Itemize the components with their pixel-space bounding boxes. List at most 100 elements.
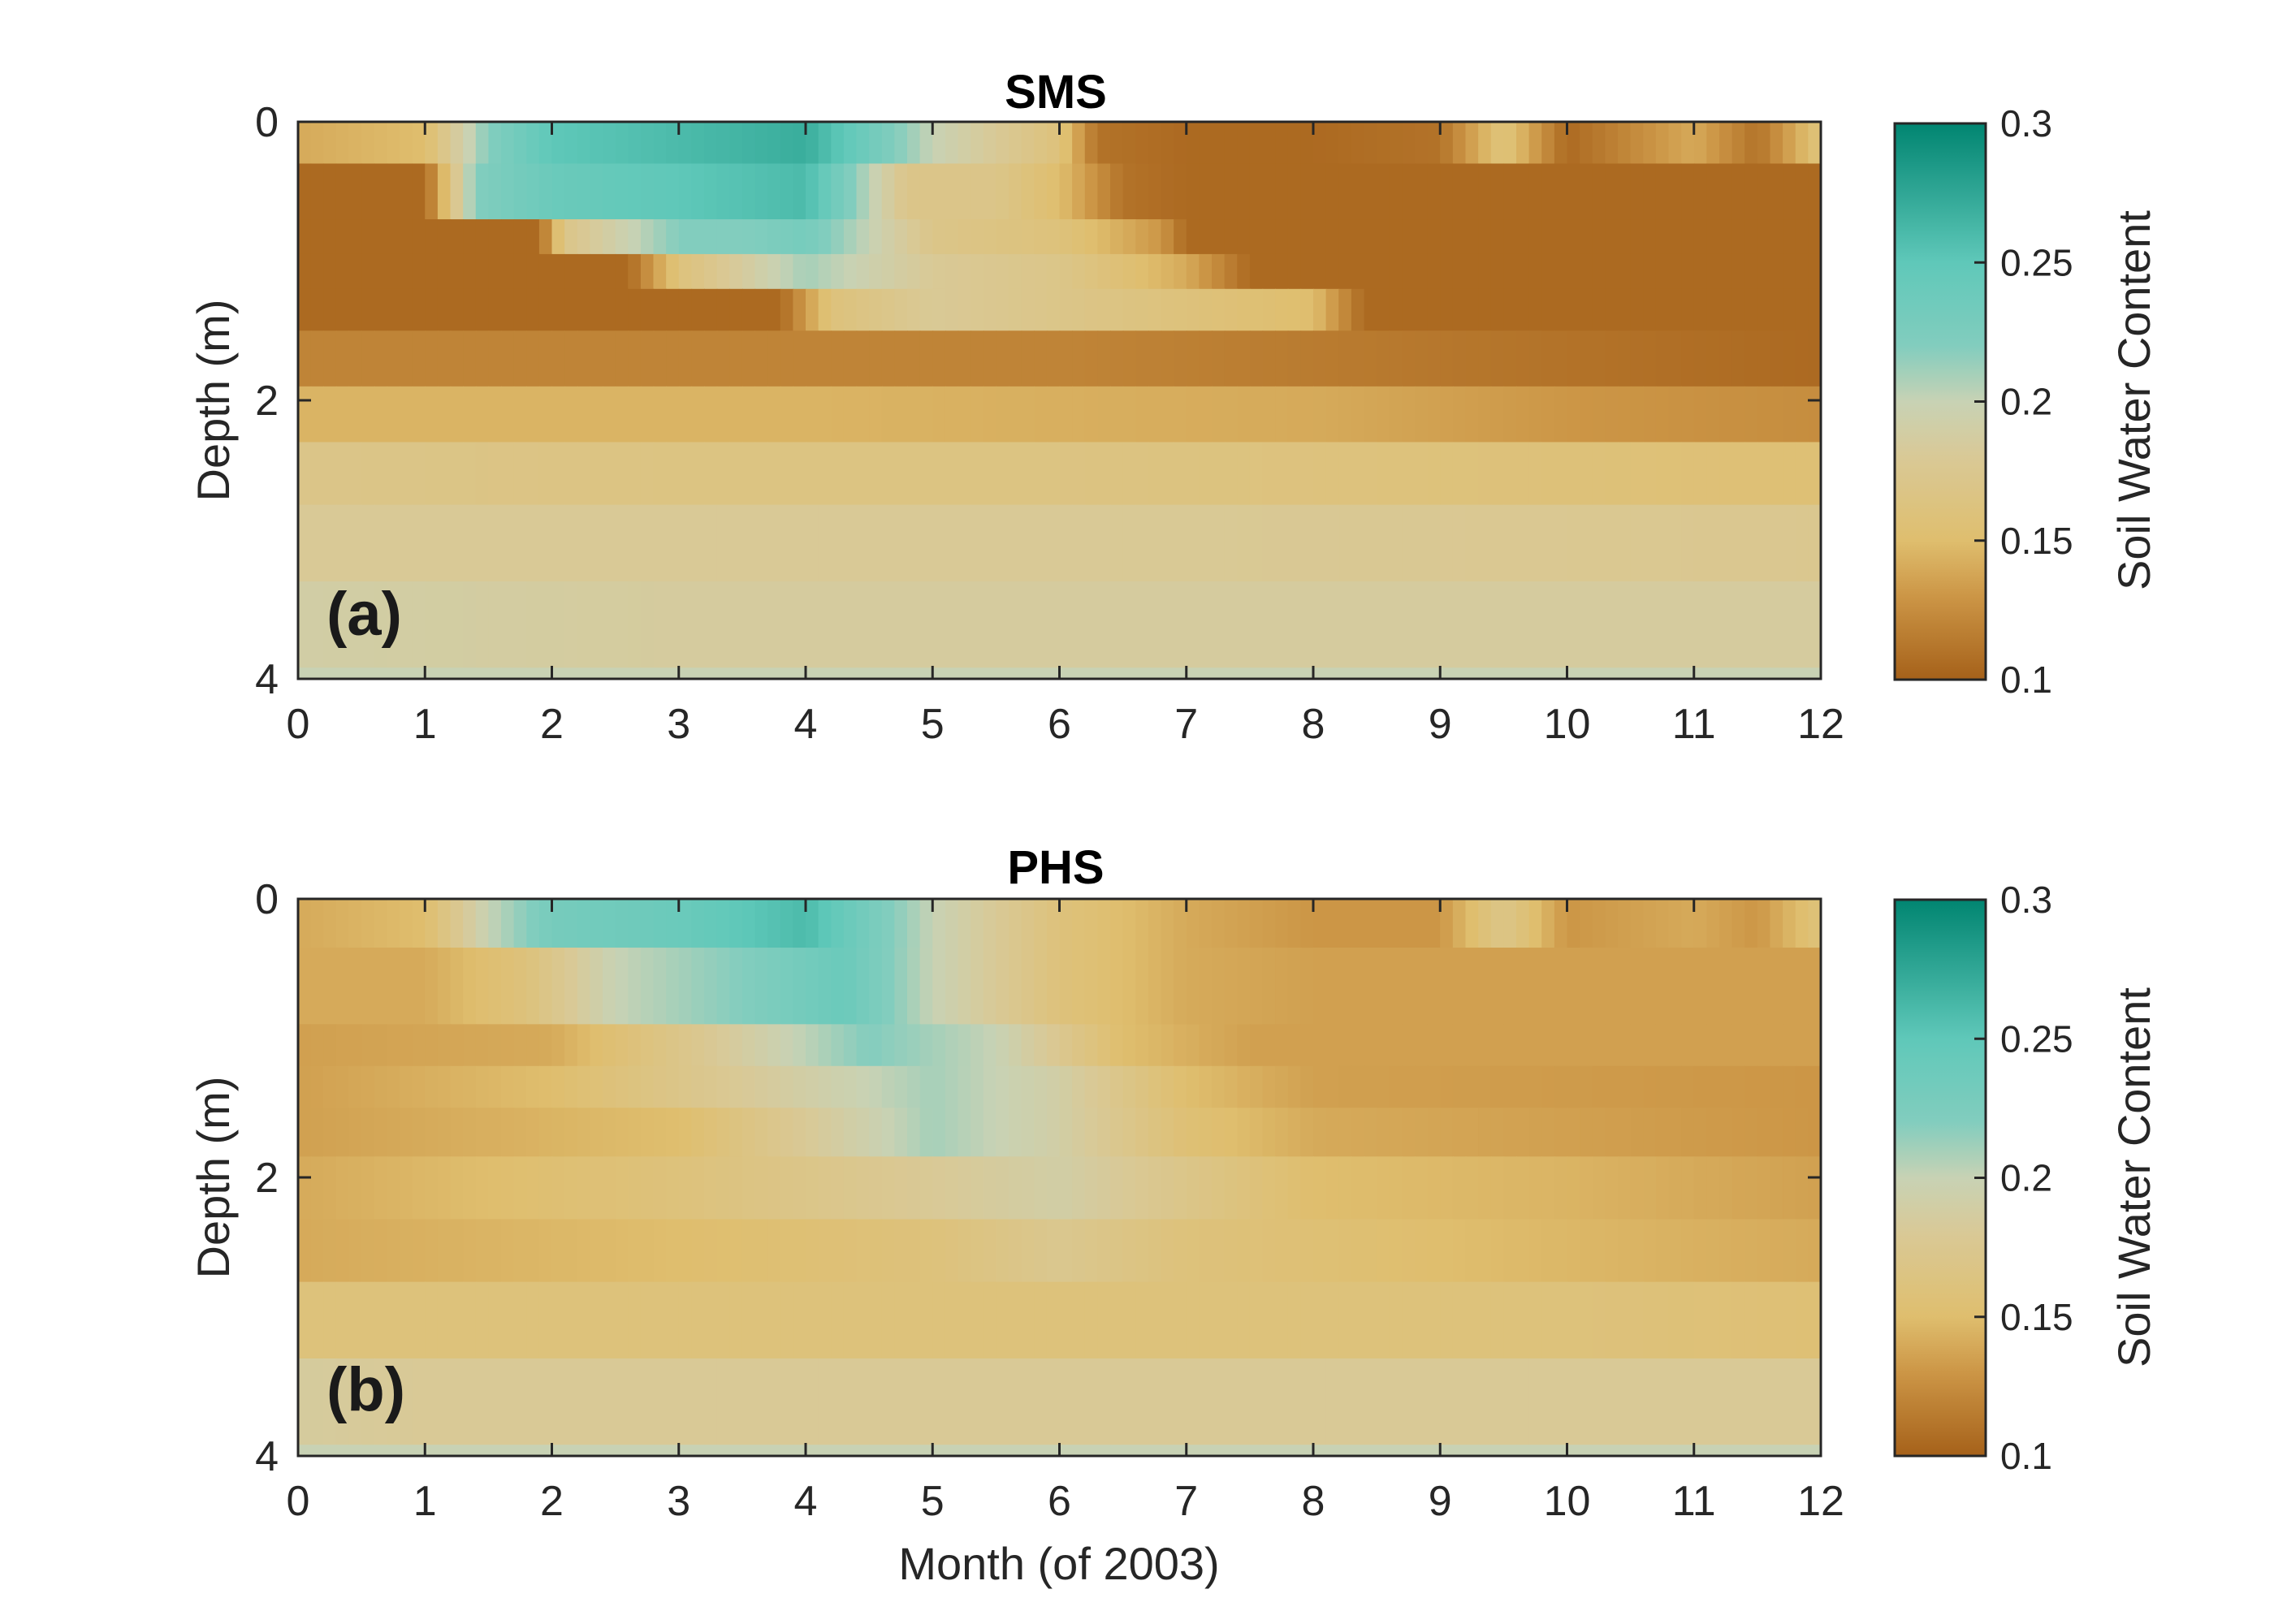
heatmap-cell bbox=[932, 1281, 946, 1359]
heatmap-cell bbox=[1630, 504, 1645, 582]
heatmap-cell bbox=[704, 219, 718, 255]
heatmap-cell bbox=[1110, 442, 1124, 506]
heatmap-cell bbox=[1440, 1219, 1454, 1283]
heatmap-cell bbox=[298, 386, 312, 443]
heatmap-cell bbox=[361, 122, 375, 165]
heatmap-cell bbox=[1478, 1358, 1492, 1446]
heatmap-cell bbox=[971, 667, 984, 680]
heatmap-cell bbox=[678, 442, 693, 506]
heatmap-cell bbox=[856, 948, 870, 1026]
heatmap-cell bbox=[1580, 1065, 1593, 1109]
heatmap-cell bbox=[526, 122, 540, 165]
heatmap-cell bbox=[691, 122, 705, 165]
heatmap-cell bbox=[1351, 1219, 1365, 1283]
heatmap-cell bbox=[1770, 288, 1783, 332]
heatmap-cell bbox=[1072, 253, 1086, 290]
heatmap-cell bbox=[1516, 504, 1530, 582]
heatmap-cell bbox=[881, 386, 896, 443]
heatmap-cell bbox=[475, 504, 490, 582]
heatmap-cell bbox=[1212, 1358, 1226, 1446]
heatmap-cell bbox=[716, 1108, 731, 1158]
heatmap-cell bbox=[1174, 122, 1187, 165]
heatmap-cell bbox=[374, 219, 388, 255]
heatmap-cell bbox=[806, 899, 819, 948]
heatmap-cell bbox=[1212, 581, 1226, 669]
heatmap-cell bbox=[881, 122, 896, 165]
heatmap-cell bbox=[1262, 504, 1276, 582]
heatmap-cell bbox=[1199, 1156, 1213, 1220]
x-tick-label: 5 bbox=[921, 701, 945, 748]
heatmap-cell bbox=[348, 288, 362, 332]
heatmap-cell bbox=[400, 330, 413, 387]
heatmap-cell bbox=[1072, 581, 1086, 669]
heatmap-cell bbox=[653, 1445, 667, 1457]
heatmap-cell bbox=[1377, 1065, 1390, 1109]
heatmap-cell bbox=[1351, 163, 1365, 220]
heatmap-cell bbox=[1275, 219, 1289, 255]
heatmap-cell bbox=[1528, 122, 1543, 165]
heatmap-cell bbox=[298, 1156, 312, 1220]
heatmap-cell bbox=[1757, 330, 1771, 387]
heatmap-cell bbox=[1287, 667, 1302, 680]
heatmap-cell bbox=[1770, 1156, 1783, 1220]
heatmap-cell bbox=[564, 1219, 578, 1283]
heatmap-cell bbox=[1402, 442, 1416, 506]
heatmap-cell bbox=[1744, 1024, 1758, 1067]
heatmap-cell bbox=[1440, 504, 1454, 582]
heatmap-cell bbox=[780, 667, 794, 680]
heatmap-cell bbox=[488, 1358, 502, 1446]
heatmap-cell bbox=[1059, 219, 1073, 255]
heatmap-cell bbox=[475, 1358, 490, 1446]
heatmap-cell bbox=[628, 1065, 642, 1109]
heatmap-cell bbox=[577, 1445, 591, 1457]
heatmap-cell bbox=[1478, 948, 1492, 1026]
heatmap-cell bbox=[1072, 667, 1086, 680]
heatmap-cell bbox=[806, 386, 819, 443]
heatmap-cell bbox=[932, 163, 946, 220]
heatmap-cell bbox=[1783, 1065, 1796, 1109]
heatmap-cell bbox=[1021, 948, 1035, 1026]
heatmap-cell bbox=[1084, 288, 1099, 332]
heatmap-cell bbox=[1402, 581, 1416, 669]
x-tick-label: 1 bbox=[413, 1478, 437, 1525]
heatmap-cell bbox=[335, 122, 350, 165]
heatmap-cell bbox=[1237, 122, 1251, 165]
heatmap-cell bbox=[1097, 330, 1111, 387]
heatmap-cell bbox=[1681, 1065, 1695, 1109]
heatmap-cell bbox=[932, 288, 946, 332]
heatmap-cell bbox=[1262, 1445, 1276, 1457]
heatmap-cell bbox=[1516, 122, 1530, 165]
heatmap-cell bbox=[1402, 948, 1416, 1026]
heatmap-cell bbox=[1693, 1024, 1708, 1067]
heatmap-cell bbox=[881, 219, 896, 255]
heatmap-cell bbox=[450, 1445, 464, 1457]
heatmap-cell bbox=[1287, 948, 1302, 1026]
heatmap-cell bbox=[1110, 1358, 1124, 1446]
heatmap-cell bbox=[1110, 122, 1124, 165]
heatmap-cell bbox=[1605, 1281, 1619, 1359]
heatmap-cell bbox=[793, 122, 806, 165]
heatmap-cell bbox=[298, 1065, 312, 1109]
heatmap-cell bbox=[1465, 386, 1479, 443]
heatmap-cell bbox=[1377, 667, 1390, 680]
heatmap-cell bbox=[374, 330, 388, 387]
heatmap-cell bbox=[741, 504, 756, 582]
heatmap-cell bbox=[1135, 1445, 1149, 1457]
heatmap-cell bbox=[615, 1219, 629, 1283]
heatmap-cell bbox=[603, 504, 616, 582]
heatmap-cell bbox=[1009, 667, 1022, 680]
heatmap-cell bbox=[475, 442, 490, 506]
heatmap-cell bbox=[1655, 442, 1670, 506]
heatmap-cell bbox=[1567, 1219, 1580, 1283]
heatmap-cell bbox=[983, 330, 997, 387]
heatmap-cell bbox=[666, 163, 680, 220]
heatmap-cell bbox=[1034, 1065, 1048, 1109]
heatmap-cell bbox=[1212, 122, 1226, 165]
heatmap-cell bbox=[1325, 899, 1340, 948]
heatmap-cell bbox=[1541, 1358, 1555, 1446]
heatmap-cell bbox=[1046, 504, 1061, 582]
heatmap-cell bbox=[463, 1219, 477, 1283]
heatmap-cell bbox=[1643, 504, 1657, 582]
heatmap-cell bbox=[1224, 1219, 1239, 1283]
